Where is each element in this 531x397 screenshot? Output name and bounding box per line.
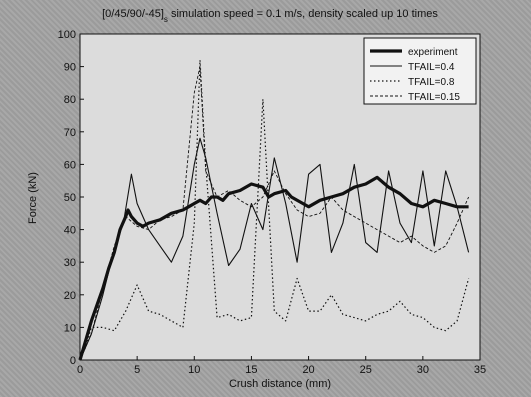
y-tick-label: 10	[64, 322, 76, 334]
x-axis-label: Crush distance (mm)	[229, 378, 331, 390]
x-tick-label: 5	[134, 364, 140, 376]
legend-label: TFAIL=0.8	[408, 77, 455, 88]
axis-ticks: 0 5 10 15 20 25 30 35 0 10 20 30 40 50 60 70 80 90 100	[58, 29, 486, 376]
series-line-tfail-0-4	[79, 137, 470, 361]
y-tick-label: 20	[64, 290, 76, 302]
y-tick-label: 30	[64, 257, 76, 269]
chart-title: [0/45/90/-45]s simulation speed = 0.1 m/…	[102, 8, 438, 24]
y-tick-label: 50	[64, 192, 76, 204]
x-tick-label: 0	[77, 364, 83, 376]
x-tick-label: 35	[474, 364, 486, 376]
y-tick-label: 80	[64, 94, 76, 106]
y-tick-label: 40	[64, 225, 76, 237]
chart-title-main: [0/45/90/-45]	[102, 8, 164, 20]
y-axis-label: Force (kN)	[27, 172, 39, 224]
y-tick-label: 70	[64, 127, 76, 139]
x-tick-label: 20	[302, 364, 314, 376]
series-layer	[78, 59, 470, 361]
y-tick-label: 90	[64, 62, 76, 74]
legend-label: TFAIL=0.15	[408, 92, 460, 103]
legend-label: TFAIL=0.4	[408, 62, 455, 73]
x-tick-label: 10	[188, 364, 200, 376]
y-tick-label: 60	[64, 159, 76, 171]
x-tick-label: 25	[360, 364, 372, 376]
y-tick-label: 0	[70, 355, 76, 367]
series-line-experiment	[78, 175, 469, 361]
y-tick-label: 100	[58, 29, 76, 41]
chart-title-rest: simulation speed = 0.1 m/s, density scal…	[168, 8, 438, 20]
chart-title-subscript: s	[164, 15, 168, 24]
x-tick-label: 30	[417, 364, 429, 376]
series-line-tfail-0-8	[79, 59, 470, 361]
legend-label: experiment	[408, 47, 458, 58]
series-line-tfail-0-15	[79, 66, 470, 361]
legend-box	[363, 37, 477, 105]
legend: experiment TFAIL=0.4 TFAIL=0.8 TFAIL=0.15	[363, 37, 477, 105]
x-tick-label: 15	[245, 364, 257, 376]
